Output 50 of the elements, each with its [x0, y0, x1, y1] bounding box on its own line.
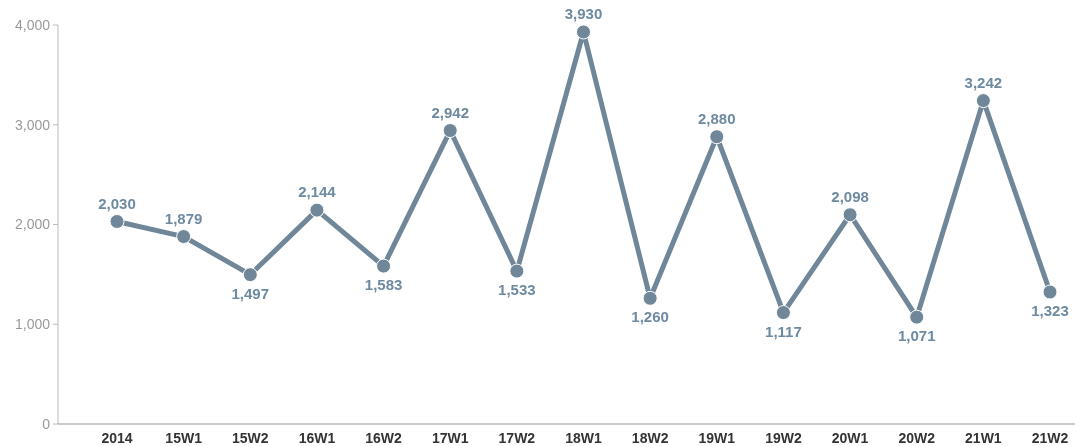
data-label: 2,030	[98, 194, 136, 212]
x-tick-label: 17W1	[431, 430, 469, 446]
data-label: 1,533	[498, 281, 536, 299]
point	[642, 290, 658, 306]
point	[242, 267, 258, 283]
data-label: 2,144	[298, 183, 337, 201]
data-label: 1,071	[897, 327, 936, 345]
x-tick-label: 21W1	[965, 430, 1002, 446]
data-label: 1,497	[231, 284, 270, 302]
point	[709, 129, 725, 145]
x-tick-label: 15W1	[165, 430, 203, 446]
data-label: 3,930	[564, 4, 603, 22]
x-tick-label: 15W2	[232, 430, 269, 446]
data-label: 1,323	[1031, 302, 1069, 320]
point	[309, 202, 325, 218]
point	[442, 123, 458, 139]
point	[176, 229, 192, 245]
y-tick-label: 3,000	[14, 116, 51, 133]
data-label: 2,098	[831, 187, 869, 205]
x-tick-label: 20W2	[898, 430, 936, 446]
data-label: 1,879	[164, 209, 203, 227]
y-tick-label: 4,000	[14, 16, 51, 33]
data-label: 2,942	[431, 103, 469, 121]
x-tick-label: 17W2	[498, 430, 536, 446]
y-tick-label: 2,000	[14, 216, 51, 233]
point	[975, 93, 991, 109]
x-tick-label: 18W1	[565, 430, 602, 446]
x-tick-label: 18W2	[631, 430, 669, 446]
point	[376, 258, 392, 274]
x-tick-label: 19W1	[698, 430, 736, 446]
data-label: 3,242	[964, 73, 1003, 91]
x-tick-label: 16W2	[365, 430, 403, 446]
point	[909, 309, 925, 325]
data-label: 1,583	[364, 276, 403, 294]
data-label: 2,880	[698, 109, 736, 127]
data-label: 1,117	[765, 322, 802, 340]
x-tick-label: 21W2	[1031, 430, 1069, 446]
point	[509, 263, 525, 279]
y-tick-label: 0	[42, 415, 51, 432]
data-label: 1,260	[631, 308, 669, 326]
point	[842, 207, 858, 223]
point	[109, 214, 125, 230]
point	[775, 305, 791, 321]
y-tick-label: 1,000	[14, 316, 51, 333]
point	[576, 24, 591, 40]
point	[1042, 284, 1058, 300]
x-tick-label: 19W2	[765, 430, 802, 446]
x-tick-label: 16W1	[298, 430, 336, 446]
x-tick-label: 2014	[101, 430, 133, 446]
x-tick-label: 20W1	[831, 430, 869, 446]
